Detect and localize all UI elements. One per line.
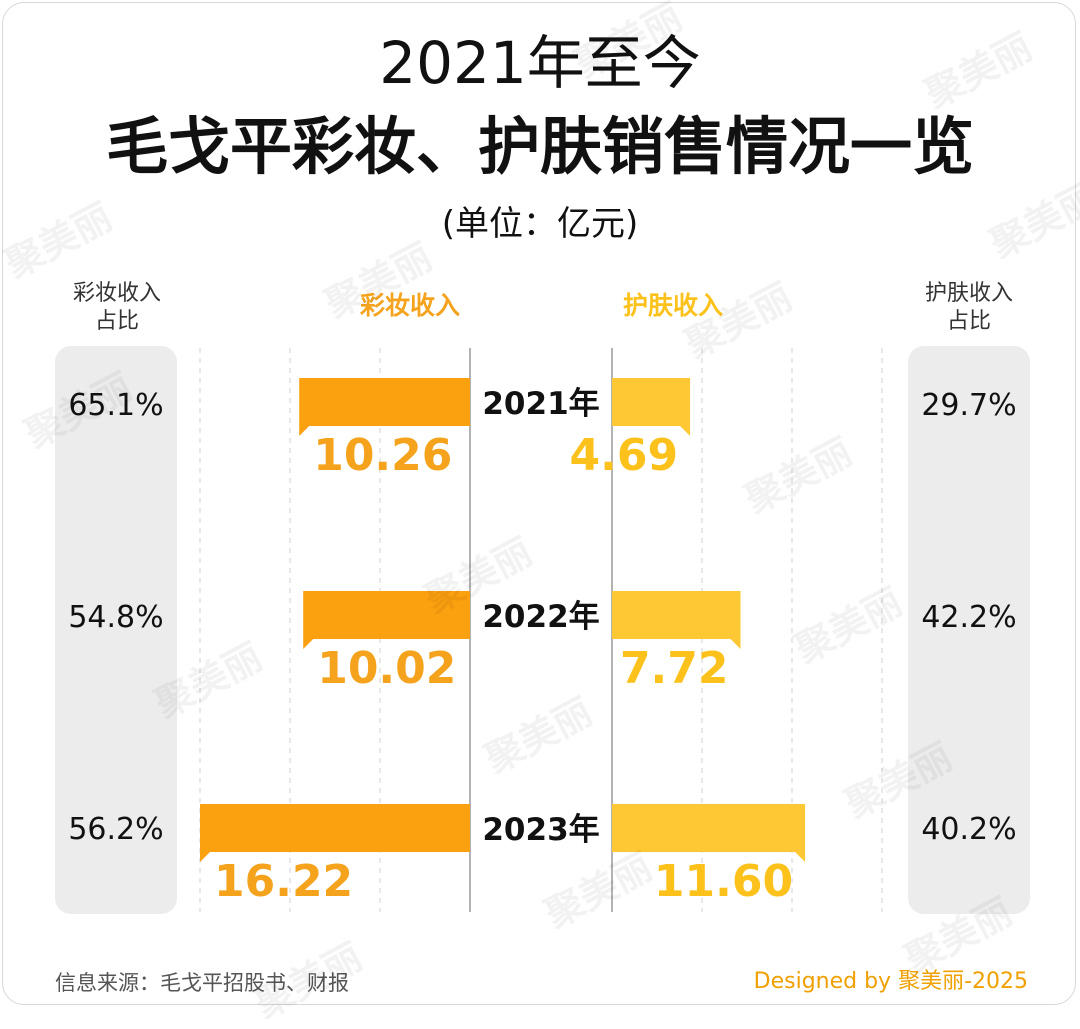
cosmetics-share-2021: 65.1% — [68, 388, 164, 423]
skincare-bar — [612, 378, 691, 436]
category-label: 2022年 — [482, 599, 599, 635]
title-line-2: 毛戈平彩妆、护肤销售情况一览 — [105, 110, 974, 183]
skincare-bar — [612, 591, 741, 649]
left-share-label-text: 彩妆收入 占比 — [72, 281, 161, 334]
cosmetics-value-label: 16.22 — [214, 856, 353, 907]
skincare-share-panel — [908, 346, 1030, 914]
source-note: 信息来源：毛戈平招股书、财报 — [55, 971, 349, 995]
cosmetics-share-panel — [55, 346, 177, 914]
unit-subtitle: (单位：亿元) — [441, 204, 639, 244]
legend-cosmetics: 彩妆收入 — [359, 291, 460, 320]
cosmetics-bar — [303, 591, 470, 649]
cosmetics-value-label: 10.02 — [317, 643, 456, 694]
skincare-share-2023: 40.2% — [921, 812, 1017, 847]
skincare-share-2021: 29.7% — [921, 388, 1017, 423]
chart-frame — [2, 2, 1076, 1005]
skincare-bar — [612, 804, 806, 862]
cosmetics-share-2023: 56.2% — [68, 812, 164, 847]
cosmetics-bar — [200, 804, 470, 862]
skincare-value-label: 7.72 — [620, 643, 729, 694]
design-credit: Designed by 聚美丽-2025 — [753, 969, 1028, 994]
legend-skincare: 护肤收入 — [622, 291, 723, 320]
cosmetics-value-label: 10.26 — [313, 430, 452, 481]
skincare-value-label: 4.69 — [570, 430, 679, 481]
title-line-1: 2021年至今 — [379, 29, 701, 97]
skincare-share-2022: 42.2% — [921, 600, 1017, 635]
cosmetics-share-2022: 54.8% — [68, 600, 164, 635]
right-share-label: 护肤收入 占比 — [899, 280, 1039, 336]
cosmetics-bar — [299, 378, 470, 436]
category-label: 2023年 — [482, 812, 599, 848]
right-share-label-text: 护肤收入 占比 — [924, 281, 1013, 334]
skincare-value-label: 11.60 — [654, 856, 793, 907]
category-label: 2021年 — [482, 386, 599, 422]
left-share-label: 彩妆收入 占比 — [47, 280, 187, 336]
